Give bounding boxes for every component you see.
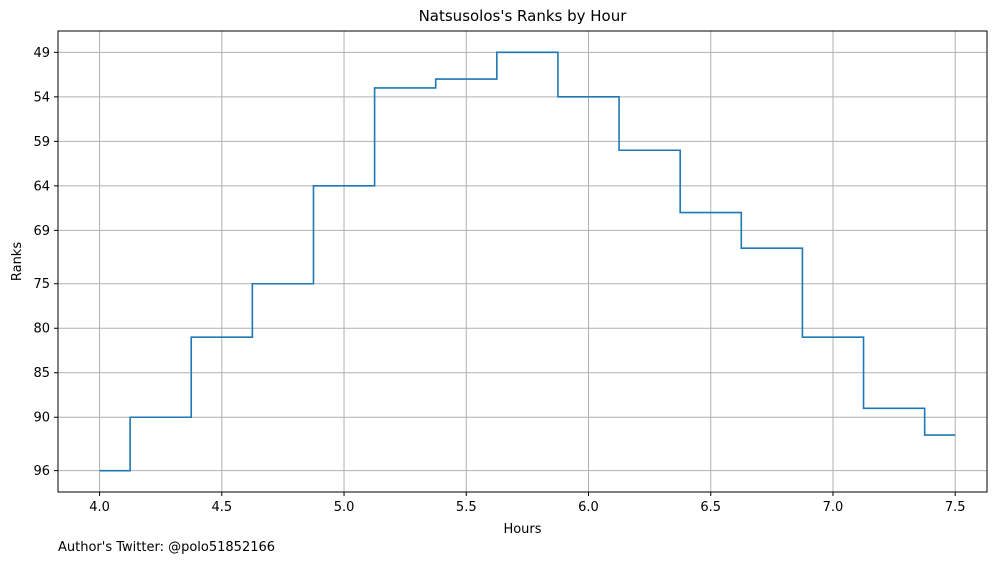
y-tick-label: 90 [33,411,50,426]
chart-title: Natsusolos's Ranks by Hour [419,7,628,25]
y-tick-label: 75 [33,277,50,292]
author-footer: Author's Twitter: @polo51852166 [58,540,275,555]
y-tick-label: 64 [33,179,50,194]
x-tick-label: 5.5 [456,500,477,515]
x-tick-label: 7.0 [823,500,844,515]
y-tick-label: 54 [33,90,50,105]
x-tick-label: 7.5 [945,500,966,515]
x-axis-ticks: 4.0 4.5 5.0 5.5 6.0 6.5 7.0 7.5 [89,492,966,515]
y-axis-label: Ranks [10,242,25,281]
x-axis-label: Hours [503,522,541,537]
y-tick-label: 49 [33,46,50,61]
y-tick-label: 59 [33,135,50,150]
y-tick-label: 85 [33,366,50,381]
y-tick-label: 80 [33,322,50,337]
plot-frame [57,30,988,493]
series-group [99,51,956,472]
x-tick-label: 6.5 [700,500,721,515]
y-tick-label: 96 [33,464,50,479]
y-tick-label: 69 [33,224,50,239]
x-tick-label: 4.5 [211,500,232,515]
x-tick-label: 6.0 [578,500,599,515]
y-gridlines [58,51,987,472]
x-gridlines [99,31,956,492]
y-axis-ticks: 49 54 59 64 69 75 80 85 90 96 [33,46,58,479]
rank-step-line [99,51,956,472]
x-tick-label: 5.0 [334,500,355,515]
x-tick-label: 4.0 [89,500,110,515]
